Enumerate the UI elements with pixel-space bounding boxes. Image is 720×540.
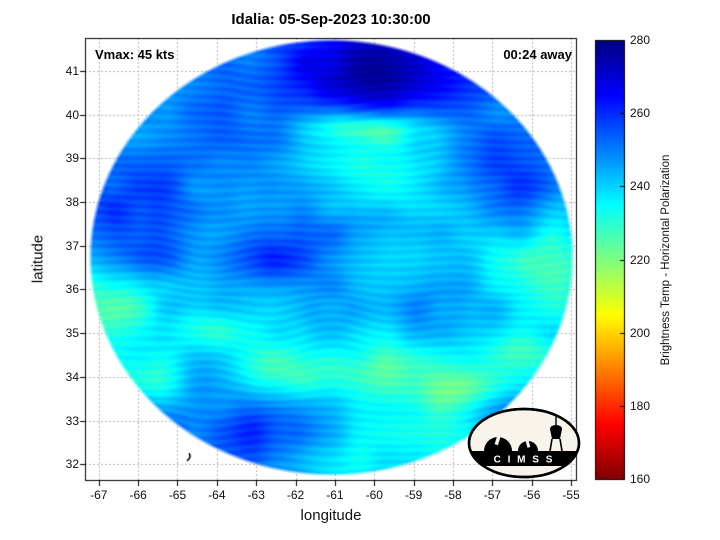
y-tick-label: 38	[65, 194, 79, 209]
cimss-logo: C I M S S	[467, 407, 581, 479]
water-tower-icon	[549, 413, 563, 452]
colorbar-tick-label: 160	[630, 472, 651, 486]
colorbar-tick-label: 240	[630, 179, 651, 194]
colorbar-tick-label: 220	[630, 252, 651, 267]
y-tick-label: 39	[65, 151, 79, 166]
x-tick-label: -66	[129, 488, 147, 502]
y-axis-label: latitude	[29, 234, 47, 284]
x-tick-label: -59	[404, 488, 423, 502]
x-tick-label: -56	[523, 488, 541, 502]
x-tick-label: -57	[483, 488, 502, 502]
y-tick-label: 33	[65, 413, 79, 428]
y-tick-label: 37	[65, 238, 79, 253]
x-tick-label: -63	[247, 488, 265, 502]
y-tick-label: 40	[65, 107, 79, 122]
vmax-annotation: Vmax: 45 kts	[95, 47, 175, 62]
y-tick-label: 32	[65, 457, 79, 472]
x-tick-label: -60	[365, 488, 383, 502]
y-tick-label: 36	[65, 282, 79, 297]
logo-silhouettes: C I M S S	[469, 413, 579, 466]
plot-title: Idalia: 05-Sep-2023 10:30:00	[231, 11, 431, 28]
y-tick-label: 35	[65, 326, 79, 341]
x-tick-label: -64	[208, 488, 226, 502]
y-tick-label: 34	[65, 369, 79, 384]
x-tick-label: -62	[286, 488, 305, 502]
y-tick-label: 41	[65, 63, 79, 78]
cimss-logo-text: C I M S S	[494, 455, 555, 466]
colorbar-tick-label: 200	[630, 325, 651, 340]
x-axis-label: longitude	[300, 507, 362, 524]
colorbar-tick-label: 280	[630, 33, 651, 47]
x-tick-label: -65	[168, 488, 187, 502]
x-tick-label: -61	[326, 488, 344, 502]
x-tick-label: -55	[562, 488, 580, 502]
colorbar-label: Brightness Temp - Horizontal Polarizatio…	[660, 154, 672, 366]
logo-banner	[469, 451, 579, 466]
x-tick-label: -58	[444, 488, 462, 502]
colorbar-tick-label: 260	[630, 106, 651, 121]
colorbar-tick-label: 180	[630, 398, 651, 413]
x-tick-label: -67	[90, 488, 108, 502]
eta-annotation: 00:24 away	[503, 47, 572, 62]
